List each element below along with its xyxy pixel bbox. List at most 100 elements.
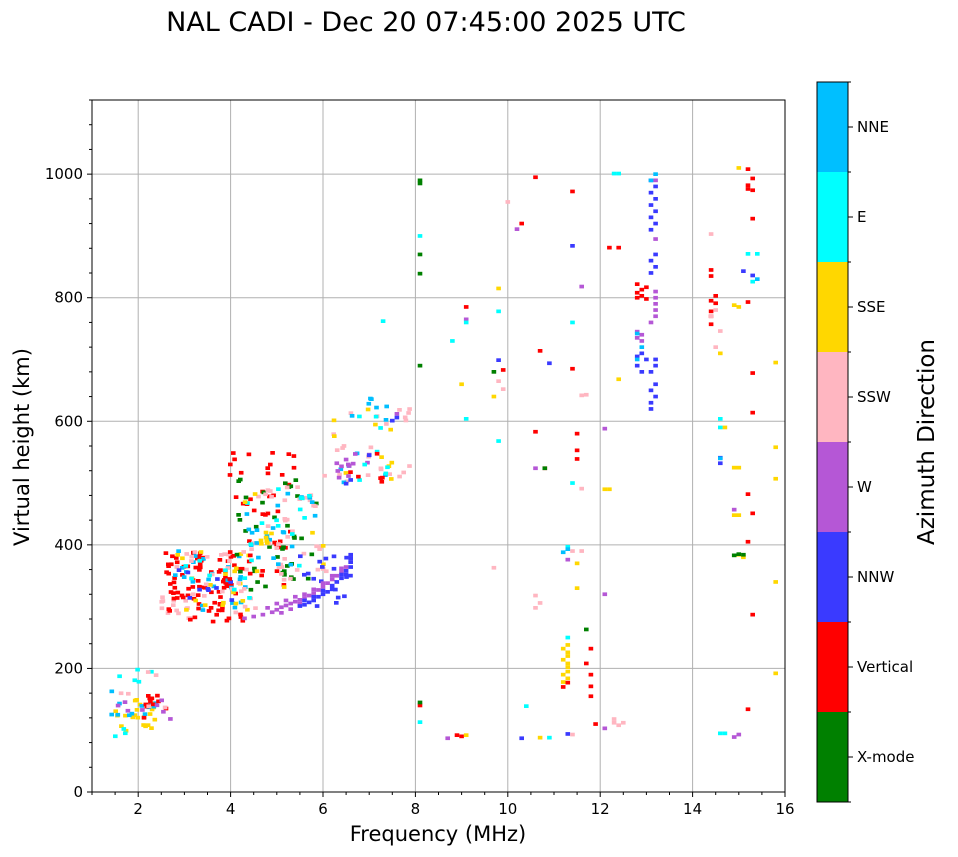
echo-cell bbox=[331, 554, 337, 559]
echo-cell bbox=[653, 363, 658, 368]
echo-cell bbox=[218, 595, 223, 599]
echo-cell bbox=[356, 474, 361, 479]
echo-cell bbox=[265, 511, 271, 516]
echo-cell bbox=[565, 635, 571, 640]
echo-cell bbox=[223, 572, 228, 576]
echo-cell bbox=[192, 554, 198, 558]
echo-cell bbox=[713, 345, 718, 349]
echo-cell bbox=[179, 566, 185, 570]
y-tick-label: 1000 bbox=[45, 165, 83, 183]
echo-cell bbox=[259, 521, 265, 525]
echo-cell bbox=[307, 494, 312, 498]
echo-cell bbox=[324, 569, 329, 574]
echo-cell bbox=[349, 414, 355, 418]
echo-cell bbox=[297, 507, 303, 512]
echo-cell bbox=[653, 172, 658, 176]
colorbar-tick-label: X-mode bbox=[857, 748, 914, 766]
echo-cell bbox=[301, 551, 307, 556]
echo-cell bbox=[223, 580, 228, 585]
echo-cell bbox=[175, 590, 181, 595]
echo-cell bbox=[402, 415, 408, 420]
echo-cell bbox=[314, 501, 319, 506]
echo-cell bbox=[197, 558, 202, 563]
echo-cell bbox=[263, 530, 269, 535]
echo-cell bbox=[181, 575, 187, 579]
echo-cell bbox=[653, 394, 658, 399]
echo-cell bbox=[366, 453, 372, 458]
echo-cell bbox=[285, 523, 290, 528]
echo-cell bbox=[579, 549, 584, 553]
echo-cell bbox=[346, 474, 351, 478]
echo-cell bbox=[234, 552, 240, 557]
echo-cell bbox=[282, 572, 287, 577]
echo-cell bbox=[463, 417, 469, 421]
colorbar-frame bbox=[816, 81, 849, 803]
echo-cell bbox=[348, 470, 353, 474]
echo-cell bbox=[224, 618, 230, 623]
echo-cell bbox=[343, 569, 349, 573]
echo-cell bbox=[560, 685, 566, 689]
echo-cell bbox=[151, 704, 157, 709]
echo-cell bbox=[750, 612, 755, 617]
echo-cell bbox=[560, 550, 566, 555]
echo-cell bbox=[329, 583, 335, 588]
echo-cell bbox=[648, 190, 654, 195]
echo-cell bbox=[184, 552, 189, 556]
echo-cell bbox=[639, 351, 645, 356]
echo-cell bbox=[261, 490, 267, 495]
echo-cell bbox=[731, 303, 737, 307]
echo-cell bbox=[207, 573, 212, 578]
echo-cell bbox=[384, 404, 389, 409]
echo-cell bbox=[232, 569, 237, 574]
echo-cell bbox=[264, 539, 270, 543]
echo-cell bbox=[195, 593, 201, 597]
echo-cell bbox=[189, 559, 194, 563]
echo-cell bbox=[718, 329, 723, 333]
echo-cell bbox=[335, 595, 341, 600]
echo-cell bbox=[275, 555, 280, 559]
echo-cell bbox=[276, 565, 282, 569]
echo-cell bbox=[463, 305, 469, 309]
echo-cell bbox=[237, 577, 243, 582]
echo-cell bbox=[260, 500, 265, 505]
echo-cell bbox=[146, 694, 151, 698]
echo-cell bbox=[750, 273, 755, 278]
echo-cell bbox=[285, 564, 290, 568]
echo-cell bbox=[306, 593, 312, 598]
colorbar-swatch-w bbox=[817, 442, 848, 532]
echo-cell bbox=[496, 286, 501, 291]
echo-cell bbox=[233, 610, 239, 615]
echo-cell bbox=[380, 319, 386, 323]
echo-cell bbox=[389, 477, 394, 481]
echo-cell bbox=[731, 507, 737, 512]
echo-cell bbox=[271, 556, 276, 560]
echo-cell bbox=[274, 607, 280, 612]
echo-cell bbox=[171, 596, 177, 601]
echo-cell bbox=[348, 556, 353, 561]
echo-cell bbox=[496, 309, 501, 314]
echo-cell bbox=[263, 492, 268, 497]
echo-cell bbox=[270, 526, 276, 530]
echo-cell bbox=[122, 700, 128, 704]
echo-cell bbox=[773, 580, 778, 584]
echo-cell bbox=[337, 472, 342, 477]
echo-cell bbox=[173, 573, 178, 577]
echo-cell bbox=[320, 581, 326, 585]
echo-cell bbox=[331, 418, 337, 423]
echo-cell bbox=[225, 552, 231, 557]
echo-cell bbox=[302, 516, 307, 520]
echo-cell bbox=[397, 474, 402, 479]
echo-cell bbox=[260, 569, 265, 573]
echo-cell bbox=[147, 712, 153, 716]
echo-cell bbox=[223, 575, 228, 580]
echo-cell bbox=[202, 603, 208, 607]
echo-cell bbox=[232, 457, 237, 462]
colorbar-swatch-x-mode bbox=[817, 712, 848, 802]
echo-cell bbox=[341, 444, 347, 448]
echo-cell bbox=[314, 544, 319, 549]
echo-cell bbox=[320, 567, 326, 571]
echo-cell bbox=[227, 473, 233, 477]
echo-cell bbox=[584, 392, 589, 397]
echo-cell bbox=[533, 429, 538, 434]
echo-cell bbox=[348, 478, 353, 482]
